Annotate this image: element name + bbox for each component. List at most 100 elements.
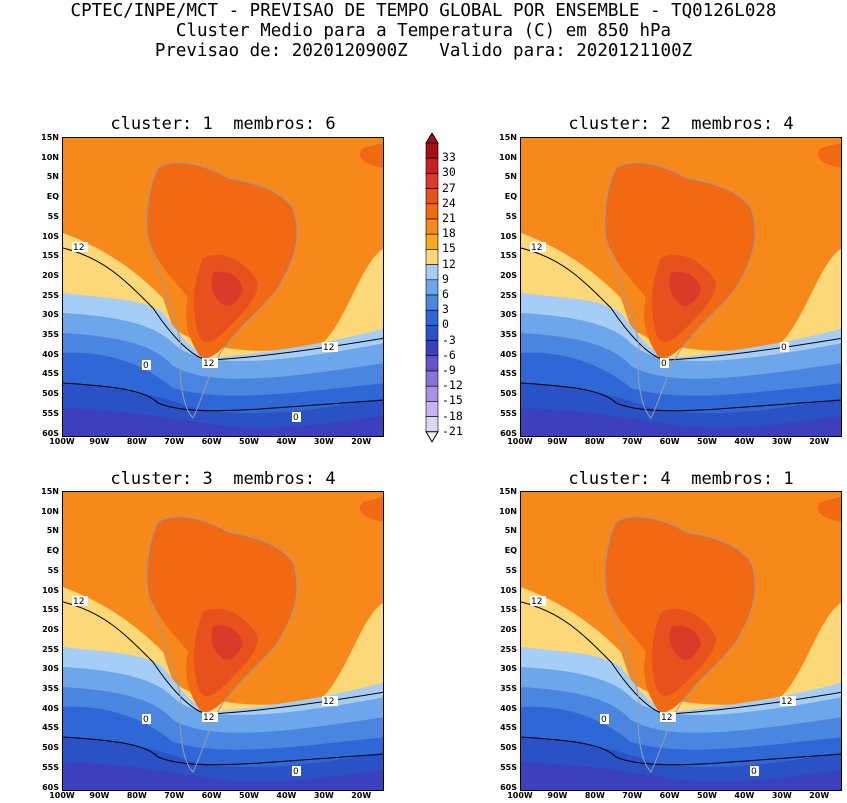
lat-tick-label: 25S	[42, 290, 59, 300]
contour-12	[521, 247, 841, 361]
lat-tick-label: 50S	[500, 389, 517, 399]
lat-tick-label: 20S	[500, 270, 517, 280]
contour-label: 0	[293, 767, 299, 777]
contour-label-bg	[142, 360, 151, 370]
colorbar-label: -9	[442, 363, 456, 377]
lat-tick-label: 50S	[42, 743, 59, 753]
map-panel-1: 12 12 12 0 0	[62, 137, 384, 437]
colorbar-label: -6	[442, 347, 456, 362]
lat-tick-label: 5N	[504, 172, 517, 182]
lat-tick-label: 15N	[41, 133, 59, 142]
lon-tick-label: 90W	[89, 437, 110, 446]
contour-label: 12	[781, 697, 792, 707]
lon-tick-label: 80W	[584, 791, 605, 800]
lat-tick-label: 10N	[499, 152, 517, 162]
colorbar-label: 30	[442, 165, 456, 180]
contour-label: 0	[601, 715, 607, 725]
lon-tick-label: 40W	[276, 791, 297, 800]
colorbar-label: 3	[442, 302, 449, 317]
temperature-band	[211, 271, 243, 306]
lat-tick-label: 60S	[42, 782, 59, 792]
panel-4-title: cluster: 4 membros: 1	[568, 469, 794, 489]
lon-tick-label: 80W	[126, 791, 147, 800]
lat-tick-label: 5S	[47, 565, 59, 575]
contour-label: 0	[661, 359, 667, 369]
colorbar-label: -21	[442, 423, 463, 438]
lon-tick-label: 30W	[313, 791, 334, 800]
lat-tick-label: 10S	[42, 231, 59, 241]
lon-tick-label: 20W	[809, 437, 830, 446]
temperature-band	[63, 408, 383, 436]
lat-tick-label: 55S	[500, 408, 517, 418]
colorbar-label: 24	[442, 195, 456, 210]
contour-label-bg	[292, 766, 301, 776]
lon-tick-label: 70W	[622, 791, 643, 800]
lat-tick-label: 25S	[42, 644, 59, 654]
map-panel-2: 12 0 0	[520, 137, 842, 437]
contour-label: 0	[143, 361, 149, 371]
contour-label-bg	[660, 358, 669, 368]
colorbar	[425, 133, 439, 443]
lat-tick-label: 45S	[500, 369, 517, 379]
lat-tick-label: 10N	[41, 152, 59, 162]
contour-label: 0	[781, 343, 787, 353]
panel-3-title: cluster: 3 membros: 4	[110, 469, 336, 489]
temperature-band	[669, 271, 701, 306]
lat-tick-label: 15N	[499, 133, 517, 142]
contour-label: 12	[323, 343, 334, 353]
lat-tick-label: 15S	[42, 605, 59, 615]
lat-tick-label: 20S	[42, 270, 59, 280]
lat-tick-label: 35S	[42, 684, 59, 693]
lon-tick-label: 80W	[126, 437, 147, 446]
map-svg-1: 12 12 12 0 0	[63, 138, 383, 436]
colorbar-label: 9	[442, 271, 449, 286]
contour-label-bg	[780, 696, 796, 706]
panel-1-title: cluster: 1 membros: 6	[110, 114, 336, 134]
contour-label-bg	[780, 342, 789, 352]
lat-tick-label: 10S	[42, 585, 59, 595]
contour-label-bg	[530, 596, 546, 606]
lat-tick-label: 15S	[500, 605, 517, 615]
panel-2-title: cluster: 2 membros: 4	[568, 114, 794, 134]
lat-tick-label: 50S	[42, 389, 59, 399]
lon-tick-label: 30W	[313, 437, 334, 446]
lon-tick-label: 20W	[351, 437, 372, 446]
lon-tick-label: 40W	[734, 437, 755, 446]
contour-label: 12	[73, 597, 84, 607]
contour-label-bg	[750, 766, 759, 776]
contour-label-bg	[202, 712, 218, 722]
contour-label: 12	[203, 359, 214, 369]
header-line-2: Cluster Medio para a Temperatura (C) em …	[175, 21, 672, 41]
header-line-3: Previsao de: 2020120900Z Valido para: 20…	[154, 41, 693, 61]
contour-label-bg	[322, 696, 338, 706]
lon-tick-label: 50W	[239, 791, 259, 800]
lat-tick-label: 15N	[499, 487, 517, 496]
lon-tick-label: 80W	[584, 437, 605, 446]
map-panel-4: 12 12 12 0 0	[520, 491, 842, 791]
contour-label-bg	[72, 242, 88, 252]
lon-tick-label: 90W	[89, 791, 110, 800]
contour-0	[521, 736, 841, 766]
temperature-band	[359, 143, 383, 168]
lon-tick-label: 70W	[164, 437, 185, 446]
lat-tick-label: 55S	[42, 762, 59, 772]
temperature-band	[63, 762, 383, 790]
map-svg-4: 12 12 12 0 0	[521, 492, 841, 790]
colorbar-label: 0	[442, 317, 449, 332]
colorbar-label: 33	[442, 150, 456, 165]
temperature-band	[521, 408, 841, 436]
lon-tick-label: 30W	[771, 791, 792, 800]
lon-tick-label: 40W	[734, 791, 755, 800]
lat-tick-label: 5N	[46, 526, 59, 536]
contour-label: 12	[531, 597, 542, 607]
lat-tick-label: 50S	[500, 743, 517, 753]
temperature-band	[521, 762, 841, 790]
lon-tick-label: 60W	[659, 791, 680, 800]
contour-label: 0	[143, 715, 149, 725]
colorbar-label: -15	[442, 393, 463, 408]
contour-label-bg	[530, 242, 546, 252]
coastline	[604, 516, 756, 773]
contour-12	[63, 247, 383, 361]
lat-tick-label: 40S	[500, 703, 517, 713]
colorbar-label: -3	[442, 332, 456, 347]
